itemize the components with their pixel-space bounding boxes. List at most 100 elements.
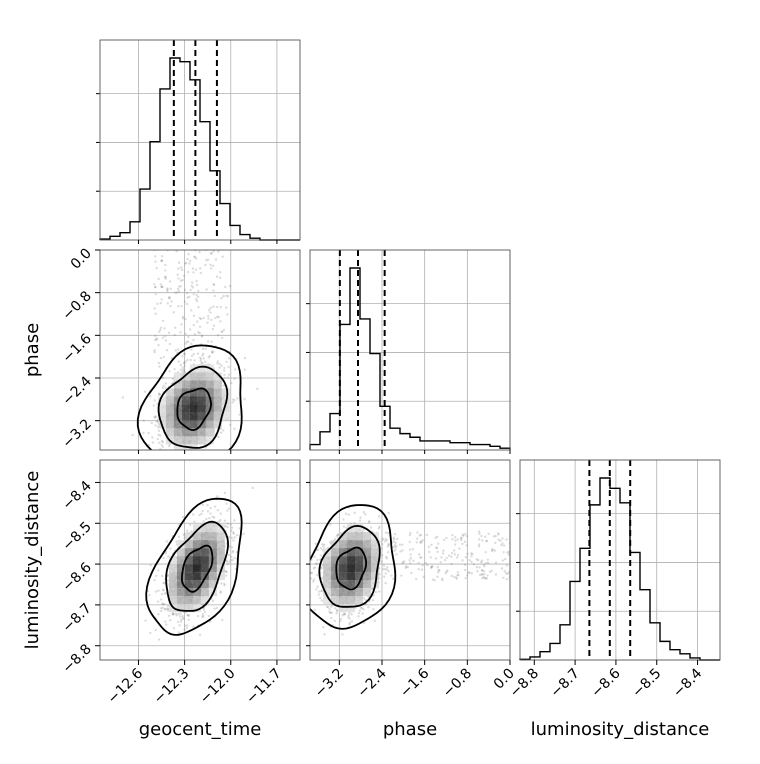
y-tick-label: −2.4 [59, 373, 94, 408]
scatter-point [386, 565, 389, 569]
scatter-point [195, 294, 198, 297]
scatter-point [186, 464, 188, 466]
scatter-point [409, 561, 412, 565]
scatter-point [213, 516, 216, 519]
scatter-point [198, 331, 201, 335]
scatter-point [187, 618, 190, 622]
density-cell [168, 588, 177, 597]
scatter-point [177, 612, 180, 616]
scatter-point [155, 337, 158, 340]
scatter-point [330, 605, 333, 608]
scatter-point [182, 274, 186, 277]
density-cell [192, 588, 201, 597]
density-cell [189, 396, 198, 405]
scatter-point [165, 623, 168, 626]
scatter-point [420, 568, 424, 571]
scatter-point [333, 537, 337, 541]
scatter-point [177, 267, 180, 270]
scatter-point [142, 431, 145, 435]
scatter-point [323, 633, 326, 636]
scatter-point [173, 333, 176, 337]
scatter-point [185, 529, 189, 532]
scatter-point [427, 550, 431, 554]
scatter-point [207, 308, 211, 312]
scatter-point [450, 551, 454, 555]
scatter-point [157, 612, 160, 616]
scatter-point [198, 267, 202, 270]
scatter-point [181, 370, 185, 373]
scatter-point [505, 564, 509, 567]
scatter-point [190, 354, 194, 358]
scatter-point [307, 583, 309, 585]
scatter-point [243, 368, 246, 371]
scatter-point [442, 549, 445, 552]
scatter-point [330, 611, 333, 614]
scatter-point [169, 618, 172, 622]
density-cell [189, 420, 198, 429]
scatter-point [206, 321, 209, 324]
scatter-point [163, 582, 166, 585]
scatter-point [177, 290, 181, 293]
scatter-point [159, 328, 162, 332]
scatter-point [175, 614, 178, 617]
scatter-point [315, 562, 318, 565]
density-cell [208, 548, 217, 557]
scatter-point [499, 539, 502, 543]
contour-39 [335, 546, 367, 591]
scatter-point [155, 267, 158, 270]
scatter-point [433, 579, 436, 582]
scatter-point [384, 581, 387, 585]
density-cell [181, 372, 190, 381]
scatter-point [191, 286, 195, 289]
scatter-point [380, 560, 383, 563]
scatter-point [402, 560, 406, 563]
scatter-point [179, 279, 183, 282]
scatter-point [463, 540, 467, 544]
scatter-point [230, 555, 233, 559]
scatter-point [322, 626, 325, 629]
scatter-point [166, 287, 169, 290]
scatter-point [320, 589, 323, 592]
scatter-point [190, 530, 193, 533]
scatter-point [384, 568, 387, 571]
density-cell [189, 404, 198, 413]
scatter-point [226, 562, 230, 566]
scatter-point [181, 315, 185, 319]
scatter-point [164, 620, 167, 623]
scatter-point [198, 513, 201, 517]
scatter-point [185, 302, 189, 306]
scatter-point [201, 503, 204, 507]
scatter-point [417, 567, 420, 571]
scatter-point [380, 543, 384, 546]
scatter-point [185, 291, 189, 295]
scatter-point [353, 521, 356, 525]
scatter-point [225, 559, 228, 562]
scatter-point [219, 270, 222, 274]
scatter-point [456, 573, 459, 577]
density-cell [197, 436, 206, 445]
scatter-point [440, 577, 444, 580]
scatter-point [161, 440, 165, 444]
density-cell [200, 572, 209, 581]
scatter-point [169, 547, 172, 550]
scatter-point [359, 516, 362, 519]
x-tick-label: −12.0 [197, 666, 239, 708]
density-cell [200, 564, 209, 573]
scatter-point [198, 325, 202, 329]
scatter-point [191, 457, 193, 459]
scatter-point [426, 564, 429, 567]
scatter-point [384, 531, 388, 534]
scatter-point [447, 554, 451, 557]
scatter-point [493, 549, 497, 552]
scatter-point [218, 276, 222, 279]
scatter-point [206, 504, 209, 507]
scatter-point [154, 416, 157, 419]
scatter-point [162, 355, 165, 359]
scatter-point [229, 558, 232, 562]
scatter-point [380, 554, 384, 557]
scatter-point [233, 519, 236, 522]
scatter-point [421, 564, 424, 567]
scatter-point [436, 565, 439, 569]
density-cell [173, 380, 182, 389]
scatter-point [218, 520, 221, 523]
